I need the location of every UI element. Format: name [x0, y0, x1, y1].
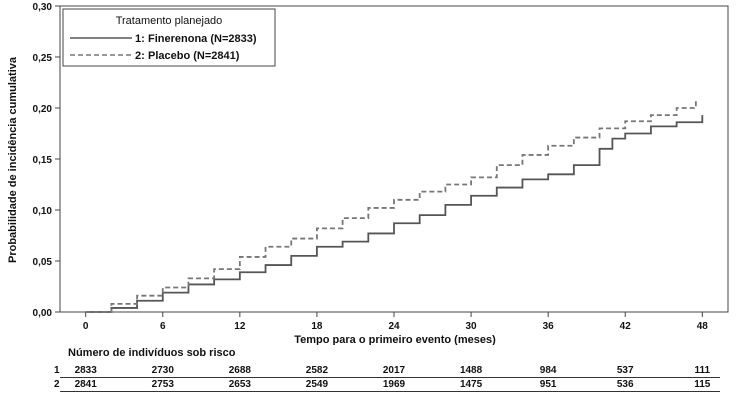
risk-count: 115: [694, 379, 711, 390]
y-tick-label: 0,10: [33, 206, 53, 217]
y-tick-label: 0,25: [33, 53, 53, 64]
y-axis-label: Probabilidade de incidência cumulativa: [7, 56, 19, 263]
risk-count: 2833: [74, 365, 97, 376]
risk-count: 951: [539, 379, 557, 390]
risk-row-finerenona: 1 2833 2730 2688 2582 2017 1488 984 537 111: [0, 365, 752, 377]
risk-row-placebo: 2 2841 2753 2653 2549 1969 1475 951 536 115: [0, 379, 752, 391]
legend-label-finerenona: Finerenona (N=2833): [148, 33, 257, 45]
risk-count: 2753: [151, 379, 174, 390]
risk-count: 984: [539, 365, 557, 376]
x-axis: 0 6 12 18 24 30 36 42 48: [83, 312, 708, 332]
risk-count: 2549: [305, 379, 329, 390]
x-tick-label: 36: [543, 321, 555, 332]
risk-count: 2841: [74, 379, 97, 390]
risk-count: 1969: [382, 379, 406, 390]
x-axis-label: Tempo para o primeiro evento (meses): [294, 334, 496, 345]
legend-prefix-2: 2:: [135, 50, 145, 62]
x-tick-label: 18: [311, 321, 323, 332]
y-axis: 0,00 0,05 0,10 0,15 0,20 0,25 0,30: [33, 2, 60, 319]
y-tick-label: 0,15: [33, 155, 53, 166]
legend-prefix-1: 1:: [135, 33, 145, 45]
series-line-finerenona: [85, 115, 704, 313]
risk-row-id: 1: [54, 365, 60, 376]
risk-row-divider: [60, 377, 720, 378]
y-tick-label: 0,05: [33, 257, 53, 268]
legend: Tratamento planejado 1: Finerenona (N=28…: [62, 8, 276, 67]
risk-count: 2653: [228, 379, 251, 390]
risk-count: 537: [616, 365, 634, 376]
series-line-placebo: [85, 99, 697, 313]
risk-count: 1488: [459, 365, 483, 376]
x-tick-label: 48: [697, 321, 709, 332]
risk-row-id: 2: [54, 379, 60, 390]
risk-count: 2688: [228, 365, 251, 376]
legend-label-placebo: Placebo (N=2841): [148, 50, 240, 62]
y-tick-label: 0,30: [33, 2, 53, 13]
risk-count: 111: [694, 365, 711, 376]
legend-title: Tratamento planejado: [116, 15, 223, 27]
x-tick-label: 12: [234, 321, 246, 332]
y-tick-label: 0,00: [33, 308, 53, 319]
x-tick-label: 24: [388, 321, 400, 332]
risk-row-divider: [60, 391, 720, 392]
risk-count: 536: [616, 379, 634, 390]
risk-count: 2017: [382, 365, 406, 376]
cumulative-incidence-chart: 0,00 0,05 0,10 0,15 0,20 0,25 0,30 0 6 12 18 24 30 3…: [7, 2, 729, 345]
x-tick-label: 0: [83, 321, 89, 332]
series-layer: [85, 99, 704, 313]
x-tick-label: 6: [160, 321, 166, 332]
x-tick-label: 30: [466, 321, 478, 332]
risk-count: 2582: [305, 365, 329, 376]
risk-count: 1475: [459, 379, 483, 390]
y-tick-label: 0,20: [33, 104, 53, 115]
x-tick-label: 42: [620, 321, 632, 332]
risk-table-title: Número de indivíduos sob risco: [68, 347, 236, 359]
risk-count: 2730: [151, 365, 174, 376]
